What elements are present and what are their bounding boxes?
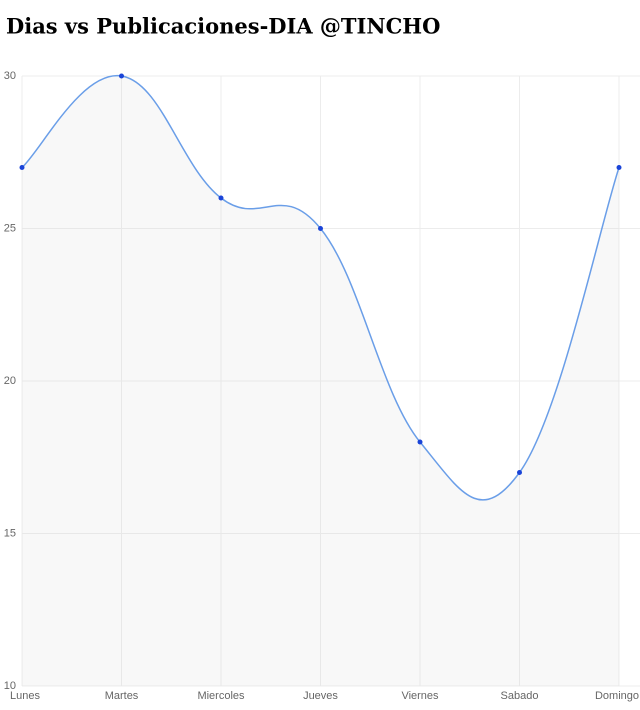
point — [218, 195, 224, 201]
point — [318, 226, 323, 231]
y-tick-label: 30 — [4, 70, 16, 82]
x-tick-label: Lunes — [10, 690, 40, 702]
point — [616, 165, 622, 170]
line — [21, 75, 620, 501]
point — [417, 439, 423, 445]
point — [517, 470, 522, 475]
x-tick-label: Miercoles — [197, 690, 245, 702]
x-tick-label: Martes — [105, 690, 139, 702]
area — [22, 75, 619, 687]
x-tick-label: Sabado — [501, 690, 539, 702]
y-tick-label: 10 — [4, 680, 16, 692]
x-tick-label: Viernes — [401, 690, 439, 702]
chart-title: Dias vs Publicaciones-DIA @TINCHO — [6, 14, 440, 39]
y-tick-label: 20 — [4, 375, 16, 387]
point — [19, 165, 25, 170]
x-tick-label: Jueves — [303, 690, 338, 702]
y-tick-label: 25 — [4, 222, 16, 234]
y-tick-label: 15 — [4, 527, 16, 539]
x-tick-label: Domingo — [595, 690, 639, 702]
point — [119, 73, 124, 79]
